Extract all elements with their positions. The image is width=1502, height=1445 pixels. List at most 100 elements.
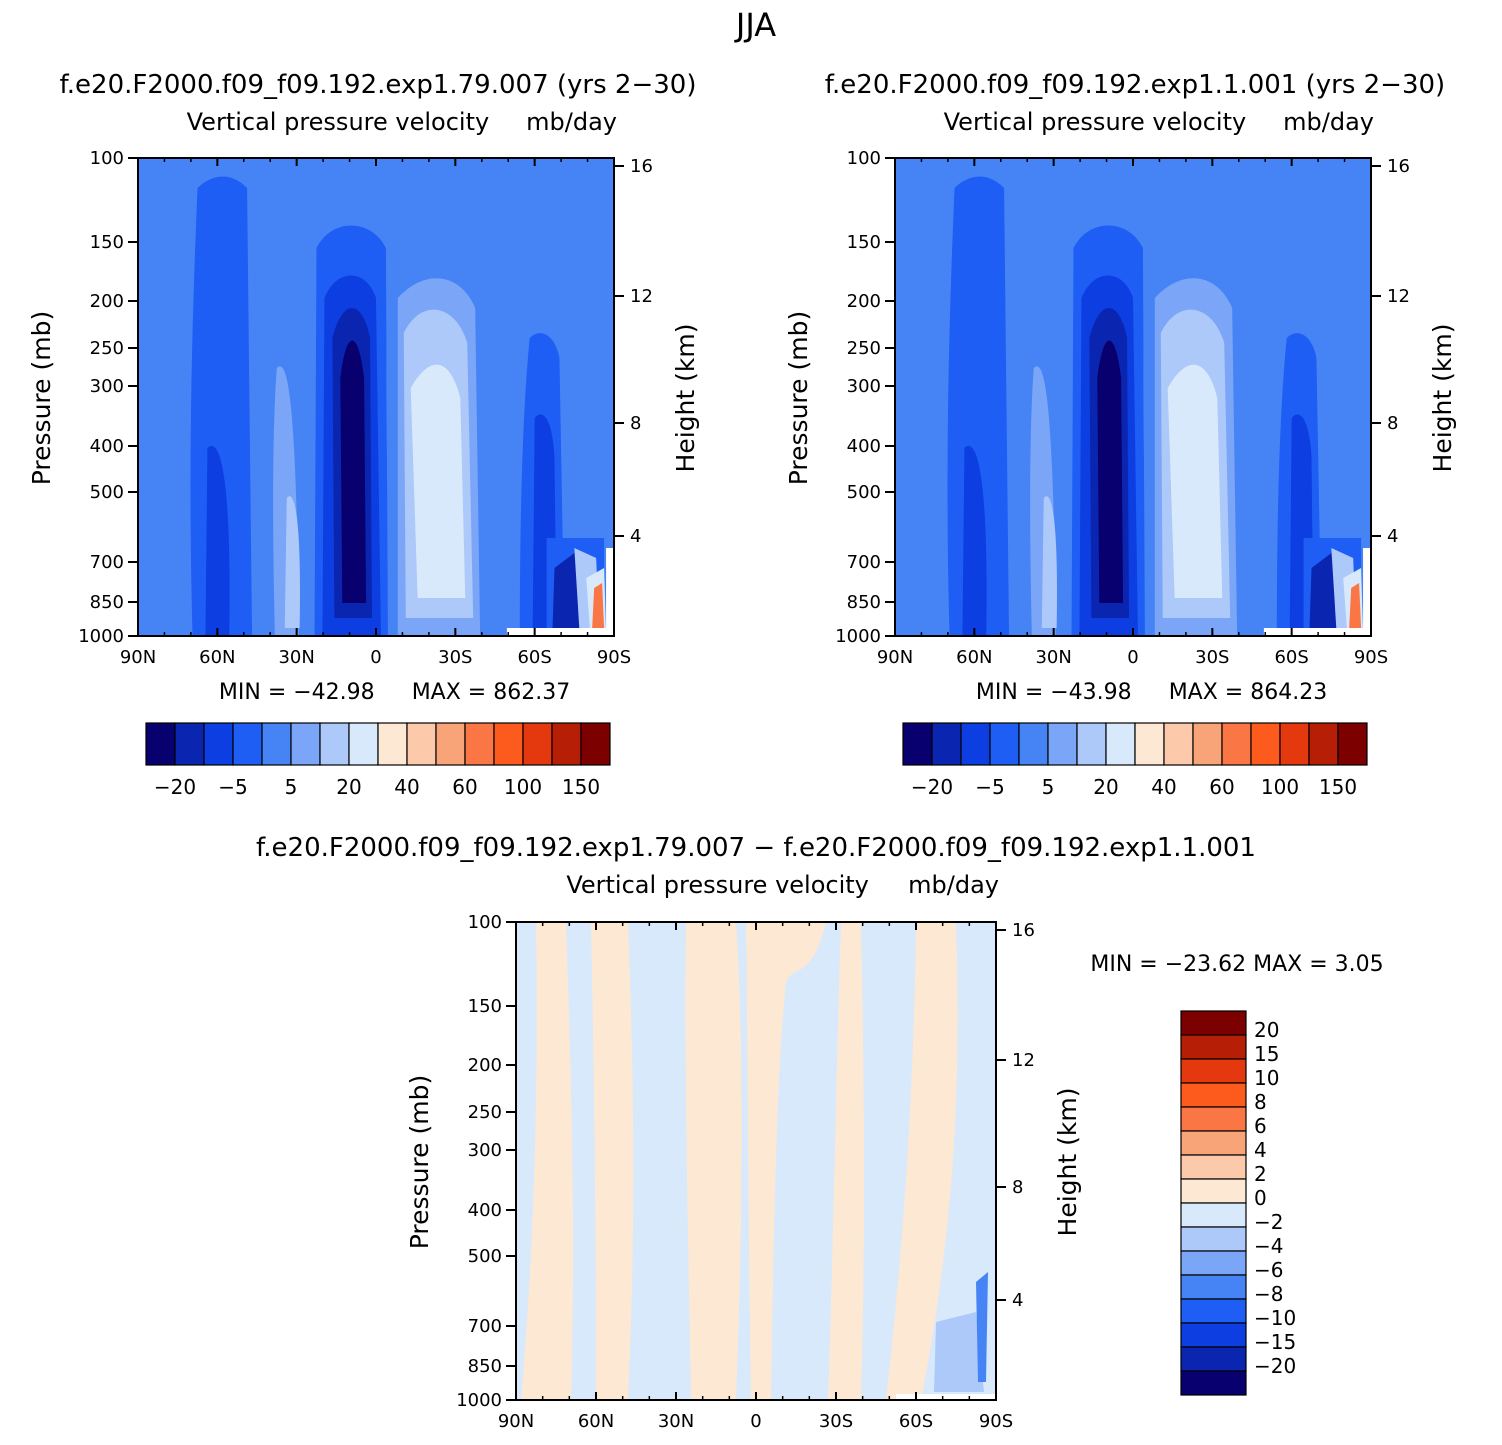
colorbar-box: [1180, 1082, 1247, 1108]
x-tick-label: 60N: [956, 647, 992, 668]
units-label: mb/day: [526, 108, 617, 136]
colorbar-label: 10: [1254, 1066, 1279, 1090]
max-label: MAX = 862.37: [412, 680, 571, 705]
colorbar-box: [1180, 1178, 1247, 1204]
contour-field: [516, 922, 996, 1400]
colorbar-label: 100: [1261, 775, 1299, 799]
colorbar-box: [902, 722, 933, 766]
y-tick-label: 400: [90, 436, 124, 457]
colorbar-box: [1180, 1034, 1247, 1060]
y-tick-label: 1000: [835, 626, 881, 647]
colorbar-label: −20: [1254, 1354, 1296, 1378]
colorbar-label: −20: [911, 775, 953, 799]
colorbar-box: [1180, 1322, 1247, 1348]
y-tick-label: 250: [847, 338, 881, 359]
y-tick-label: 300: [468, 1140, 502, 1161]
y-tick-label: 100: [847, 148, 881, 169]
colorbar-box: [1180, 1250, 1247, 1276]
x-tick-label: 30S: [819, 1411, 853, 1432]
case-title: f.e20.F2000.f09_f09.192.exp1.79.007 − f.…: [256, 833, 1256, 863]
x-tick-label: 0: [1127, 647, 1138, 668]
y-tick-label: 150: [468, 996, 502, 1017]
colorbar-label: 40: [394, 775, 419, 799]
min-label: MIN = −42.98: [219, 680, 375, 705]
colorbar-label: 60: [452, 775, 477, 799]
colorbar-box: [1180, 1010, 1247, 1036]
page-title: JJA: [734, 6, 776, 44]
colorbar-label: −2: [1254, 1210, 1283, 1234]
y-tick-label: 850: [468, 1356, 502, 1377]
colorbar-label: 4: [1254, 1138, 1267, 1162]
colorbar-box: [319, 722, 350, 766]
colorbar-label: 2: [1254, 1162, 1267, 1186]
y-tick-label: 100: [468, 912, 502, 933]
colorbar-box: [989, 722, 1020, 766]
y2-tick-label: 12: [630, 286, 653, 307]
y-tick-label: 400: [847, 436, 881, 457]
colorbar-box: [174, 722, 205, 766]
colorbar-box: [1180, 1154, 1247, 1180]
colorbar-label: −10: [1254, 1306, 1296, 1330]
colorbar-box: [1105, 722, 1136, 766]
y-axis-label: Pressure (mb): [27, 311, 56, 485]
variable-title: Vertical pressure velocity: [187, 108, 490, 136]
x-tick-label: 60S: [1274, 647, 1308, 668]
colorbar-label: 5: [1042, 775, 1055, 799]
colorbar-box: [377, 722, 408, 766]
colorbar-label: 20: [336, 775, 361, 799]
y-axis-label: Pressure (mb): [784, 311, 813, 485]
colorbar-label: 8: [1254, 1090, 1267, 1114]
y-tick-label: 700: [847, 552, 881, 573]
max-label: MAX = 864.23: [1169, 680, 1328, 705]
x-tick-label: 90S: [597, 647, 631, 668]
y-tick-label: 500: [847, 482, 881, 503]
colorbar-box: [348, 722, 379, 766]
x-tick-label: 60S: [899, 1411, 933, 1432]
x-tick-label: 30N: [658, 1411, 694, 1432]
colorbar-box: [493, 722, 524, 766]
y-tick-label: 150: [90, 232, 124, 253]
y2-axis-label: Height (km): [1428, 324, 1457, 473]
y2-tick-label: 4: [1012, 1290, 1023, 1311]
x-tick-label: 30N: [1035, 647, 1071, 668]
colorbar-box: [145, 722, 176, 766]
colorbar-box: [1180, 1274, 1247, 1300]
y-tick-label: 850: [847, 592, 881, 613]
colorbar-label: −6: [1254, 1258, 1283, 1282]
y-tick-label: 500: [468, 1246, 502, 1267]
y2-tick-label: 12: [1012, 1050, 1035, 1071]
y2-tick-label: 8: [630, 413, 641, 434]
colorbar-box: [1180, 1298, 1247, 1324]
y-tick-label: 250: [468, 1102, 502, 1123]
contour-field: [138, 158, 614, 636]
y2-axis-label: Height (km): [671, 324, 700, 473]
x-tick-label: 30N: [278, 647, 314, 668]
colorbar-box: [931, 722, 962, 766]
x-tick-label: 90N: [120, 647, 156, 668]
y-tick-label: 100: [90, 148, 124, 169]
colorbar-box: [203, 722, 234, 766]
colorbar-box: [232, 722, 263, 766]
panel-case-2: f.e20.F2000.f09_f09.192.exp1.1.001 (yrs …: [784, 70, 1457, 799]
y2-tick-label: 16: [1012, 920, 1035, 941]
minmax-label: MIN = −23.62 MAX = 3.05: [1090, 952, 1383, 977]
colorbar-box: [1221, 722, 1252, 766]
colorbar-box: [1018, 722, 1049, 766]
contour-field: [895, 158, 1371, 636]
y2-tick-label: 12: [1387, 286, 1410, 307]
y-tick-label: 300: [90, 376, 124, 397]
x-tick-label: 60N: [578, 1411, 614, 1432]
colorbar-label: 20: [1093, 775, 1118, 799]
colorbar-box: [406, 722, 437, 766]
y-tick-label: 300: [847, 376, 881, 397]
x-tick-label: 0: [370, 647, 381, 668]
y2-tick-label: 4: [1387, 526, 1398, 547]
x-tick-label: 60S: [517, 647, 551, 668]
colorbar-box: [1180, 1202, 1247, 1228]
panel-difference: f.e20.F2000.f09_f09.192.exp1.79.007 − f.…: [256, 833, 1384, 1432]
colorbar-label: −5: [218, 775, 247, 799]
min-label: MIN = −43.98: [976, 680, 1132, 705]
units-label: mb/day: [1283, 108, 1374, 136]
y-tick-label: 850: [90, 592, 124, 613]
case-title: f.e20.F2000.f09_f09.192.exp1.79.007 (yrs…: [60, 70, 697, 100]
